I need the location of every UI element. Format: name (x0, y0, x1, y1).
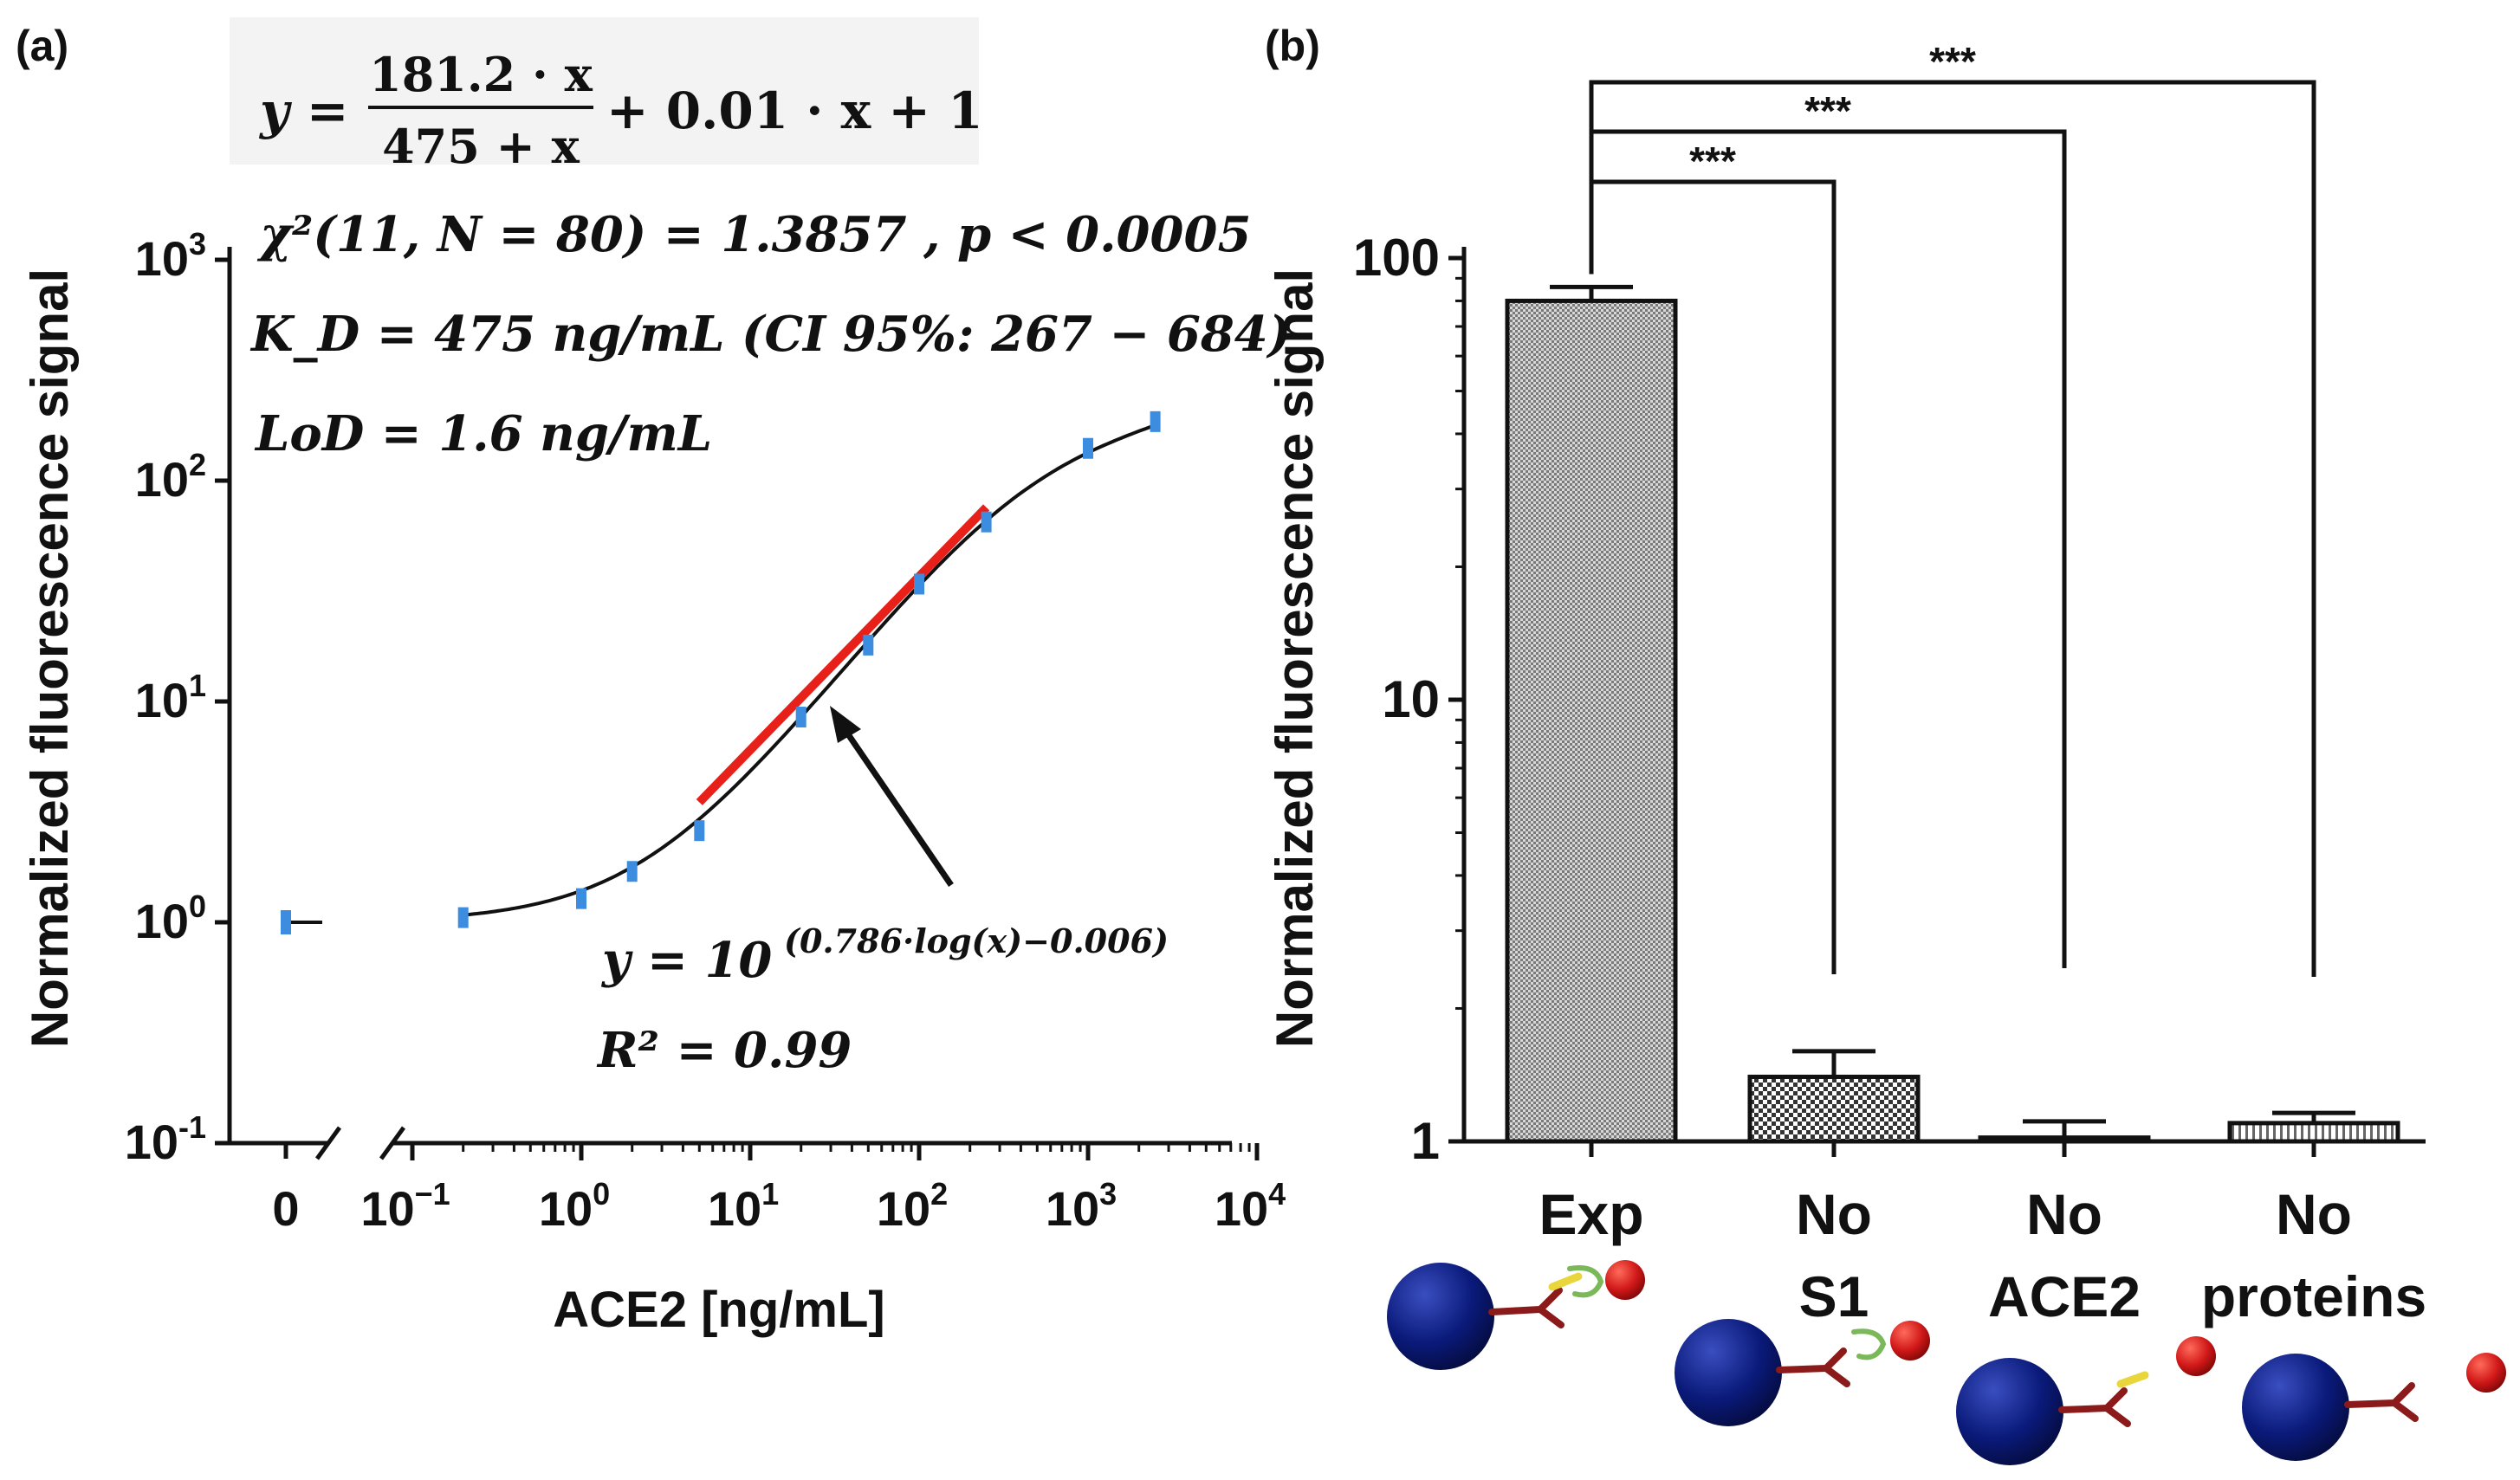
r2-equation: R² = 0.99 (596, 1022, 852, 1079)
bead-icon (1675, 1319, 1782, 1426)
x-axis-label-a: ACE2 [ng/mL] (553, 1282, 884, 1338)
illustration-no-ace2 (1956, 1336, 2216, 1465)
y-tick-label: 100 (135, 889, 206, 948)
ace2-icon (2116, 1371, 2149, 1388)
model-numerator: 181.2 · x (369, 47, 593, 102)
y-tick-label-b: 1 (1411, 1112, 1440, 1170)
model-denominator: 475 + x (382, 119, 580, 174)
s1-icon (1851, 1328, 1887, 1360)
annotation-arrow (842, 727, 954, 887)
y-axis-label-b: Normalized fluorescence signal (1266, 268, 1324, 1048)
x-tick-label: 103 (1046, 1176, 1117, 1236)
x-tick-label: 100 (539, 1176, 610, 1236)
category-label: No (1796, 1182, 1872, 1246)
data-point (795, 706, 807, 727)
data-point (914, 573, 924, 595)
linear-fit-line (696, 504, 990, 805)
y-tick-label-b: 100 (1353, 229, 1440, 287)
category-label: No (2026, 1182, 2102, 1246)
antibody-icon (2344, 1382, 2419, 1422)
bead-icon (1387, 1263, 1494, 1370)
bar (1505, 298, 1678, 1144)
category-label: No (2276, 1182, 2352, 1246)
data-point (457, 907, 469, 928)
annotation-arrowhead (830, 706, 861, 743)
significance-label: *** (1689, 139, 1736, 184)
linear-eq-exponent: (0.786·log(x)−0.006) (784, 921, 1169, 960)
panel-a: (a) y = 181.2 · x 475 + x + 0.01 · x + 1… (16, 17, 1291, 1338)
significance-label: *** (1929, 39, 1976, 84)
x-tick-label: 102 (877, 1176, 948, 1236)
bead-icon (2242, 1354, 2349, 1461)
chi-square-equation: χ²(11, N = 80) = 1.3857 , p < 0.0005 (256, 206, 1251, 263)
bead-icon (1956, 1358, 2063, 1465)
y-tick-label: 101 (135, 668, 206, 727)
x-tick-label: 101 (708, 1176, 779, 1236)
fluorophore-icon (2466, 1353, 2506, 1393)
significance-label: *** (1804, 88, 1851, 133)
a-tick-labels: 0 10−1 100 101 102 103 104 103 102 101 100 10-1 (125, 226, 1286, 1236)
x-tick-label: 104 (1215, 1176, 1286, 1236)
fluorophore-icon (2176, 1336, 2216, 1376)
panel-b-label: (b) (1265, 22, 1320, 70)
model-equation: y = 181.2 · x 475 + x + 0.01 · x + 1 (230, 17, 983, 174)
data-point (981, 511, 992, 533)
data-point-zero (281, 910, 291, 934)
data-point (626, 861, 638, 882)
significance-brackets: *** *** *** (1589, 39, 2316, 977)
bar (2227, 1121, 2400, 1144)
bar (1978, 1135, 2151, 1144)
data-point (1150, 410, 1161, 432)
axis-break-right (379, 1126, 406, 1160)
y-tick-label-b: 10 (1382, 670, 1440, 728)
b-ticks: 100 10 1 (1353, 229, 2316, 1170)
antibody-icon (1776, 1348, 1850, 1387)
linear-eq-base: y = 10 (600, 932, 772, 989)
lod-equation: LoD = 1.6 ng/mL (254, 405, 712, 462)
x-tick-label-zero: 0 (272, 1181, 299, 1236)
y-tick-label: 102 (135, 447, 206, 507)
category-label: Exp (1539, 1182, 1643, 1246)
bars (1505, 284, 2400, 1144)
x-tick-label: 10−1 (360, 1176, 450, 1236)
data-point (1083, 437, 1093, 459)
illustration-no-s1 (1675, 1319, 1930, 1426)
data-points (281, 410, 1161, 934)
illustration-exp (1387, 1260, 1645, 1370)
significance-bracket (1589, 80, 2316, 977)
category-label: proteins (2201, 1264, 2426, 1328)
model-y-eq: y = (258, 81, 349, 140)
axis-break-left (314, 1126, 342, 1160)
s1-icon (1567, 1265, 1604, 1298)
fit-curve (463, 423, 1156, 917)
y-tick-label: 103 (135, 226, 206, 286)
data-point (694, 820, 705, 842)
y-tick-label: 10-1 (125, 1109, 206, 1169)
category-label: ACE2 (1988, 1264, 2141, 1328)
kd-equation: K_D = 475 ng/mL (CI 95%: 267 − 684) (249, 306, 1291, 363)
y-axis-label-a: Normalized fluorescence signal (21, 268, 79, 1048)
category-label: S1 (1799, 1264, 1869, 1328)
antibody-icon (2058, 1387, 2131, 1427)
fluorophore-icon (1605, 1260, 1645, 1300)
data-point (576, 888, 586, 909)
panel-b: (b) Normalized fluorescence signal 10010… (1265, 22, 2506, 1465)
illustration-no-proteins (2242, 1353, 2506, 1461)
panel-a-label: (a) (16, 22, 68, 70)
bar (1747, 1074, 1921, 1144)
antibody-icon (1488, 1287, 1564, 1328)
data-point (863, 634, 874, 656)
ace2-icon (1548, 1272, 1583, 1291)
fluorophore-icon (1890, 1321, 1930, 1360)
a-ticks (215, 257, 1260, 1160)
category-labels: Exp No S1 No ACE2 No proteins (1539, 1182, 2426, 1328)
model-rest: + 0.01 · x + 1 (606, 81, 983, 140)
